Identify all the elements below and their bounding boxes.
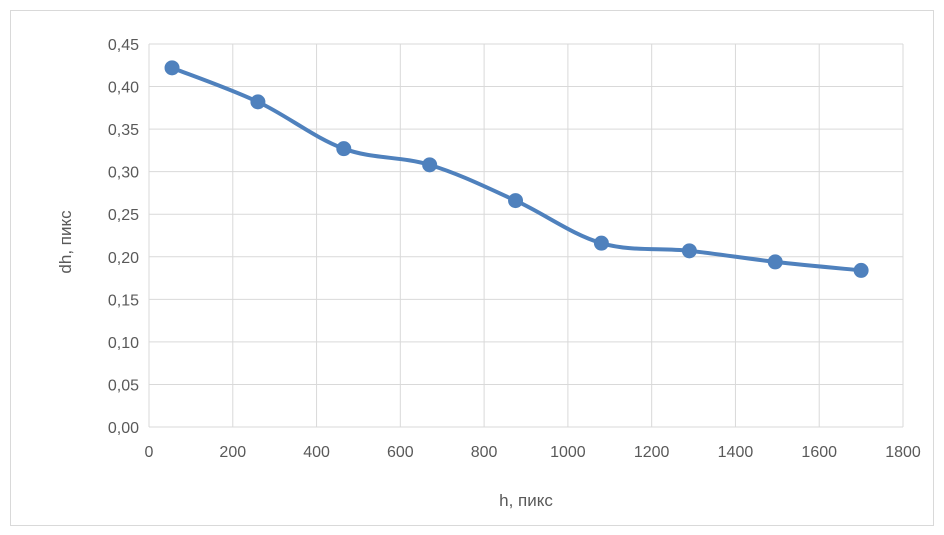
y-tick-label: 0,05	[108, 377, 139, 394]
y-tick-label: 0,10	[108, 335, 139, 352]
data-point	[250, 94, 266, 110]
y-tick-label: 0,25	[108, 207, 139, 224]
data-point	[164, 60, 180, 76]
x-tick-label: 0	[145, 444, 154, 461]
chart-frame: 0,00 0,05 0,10 0,15 0,20 0,25 0,30 0,35 0,40 0,45…	[10, 10, 934, 526]
y-tick-label: 0,15	[108, 292, 139, 309]
y-tick-label: 0,45	[108, 37, 139, 54]
y-tick-label: 0,00	[108, 420, 139, 437]
x-tick-label: 1600	[801, 444, 837, 461]
x-tick-label: 200	[219, 444, 246, 461]
x-tick-label: 400	[303, 444, 330, 461]
x-axis-title: h, пикс	[499, 491, 553, 510]
data-point	[422, 157, 438, 173]
grid	[148, 43, 904, 428]
x-tick-label: 1000	[550, 444, 586, 461]
data-point	[336, 141, 352, 157]
x-tick-label: 1200	[634, 444, 670, 461]
x-tick-label: 600	[387, 444, 414, 461]
series-layer	[164, 60, 869, 278]
x-tick-label: 1400	[718, 444, 754, 461]
line-chart: 0,00 0,05 0,10 0,15 0,20 0,25 0,30 0,35 0,40 0,45…	[56, 37, 921, 510]
x-tick-label: 1800	[885, 444, 921, 461]
data-point	[593, 235, 609, 251]
y-tick-label: 0,20	[108, 250, 139, 267]
y-tick-label: 0,35	[108, 122, 139, 139]
y-axis-ticks: 0,00 0,05 0,10 0,15 0,20 0,25 0,30 0,35 0,40 0,45	[108, 37, 139, 437]
data-point	[681, 243, 697, 259]
x-axis-ticks: 0 200 400 600 800 1000 1200 1400 1600 1800	[145, 444, 921, 461]
y-tick-label: 0,30	[108, 165, 139, 182]
data-point	[767, 254, 783, 270]
y-axis-title: dh, пикс	[56, 210, 75, 274]
y-tick-label: 0,40	[108, 80, 139, 97]
data-point	[853, 262, 869, 278]
data-point	[508, 193, 524, 209]
x-tick-label: 800	[471, 444, 498, 461]
series-line	[170, 65, 864, 273]
